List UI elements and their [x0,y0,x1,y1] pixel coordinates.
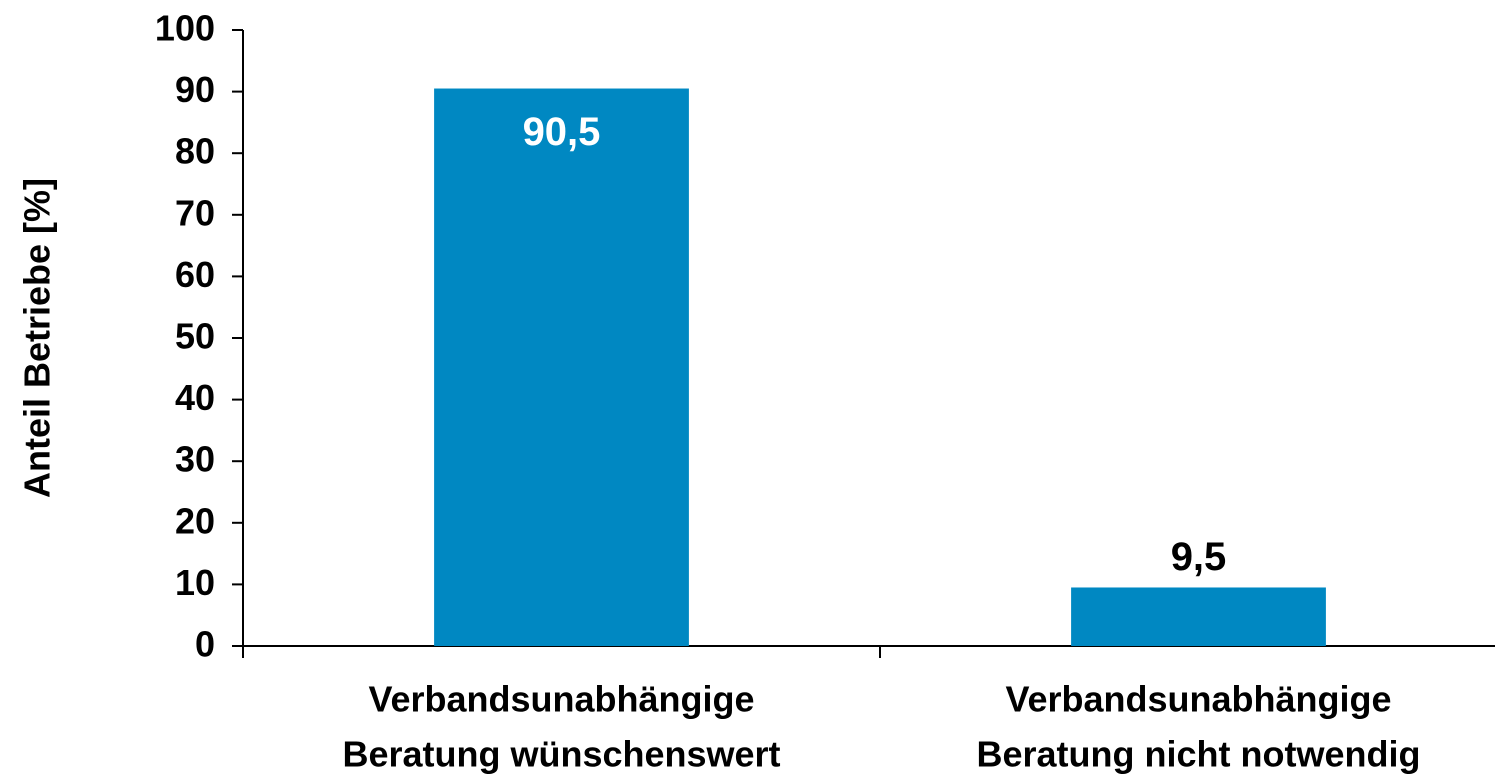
x-tick-label: Verbandsunabhängige [368,679,754,720]
y-tick-label: 70 [175,192,215,233]
x-tick-label: Verbandsunabhängige [1005,679,1391,720]
y-tick-label: 0 [195,624,215,665]
bar [434,88,689,646]
y-tick-label: 10 [175,562,215,603]
value-label: 9,5 [1171,535,1227,579]
x-tick-label: Beratung nicht notwendig [977,734,1421,775]
y-tick-label: 60 [175,254,215,295]
bar [1071,587,1326,646]
x-tick-label: Beratung wünschenswert [342,734,780,775]
y-tick-label: 30 [175,439,215,480]
y-tick-label: 90 [175,69,215,110]
y-axis-label: Anteil Betriebe [%] [17,178,58,498]
value-label: 90,5 [523,110,601,154]
y-tick-label: 100 [155,8,215,49]
y-tick-label: 40 [175,377,215,418]
y-tick-label: 50 [175,316,215,357]
y-tick-label: 80 [175,131,215,172]
y-tick-label: 20 [175,500,215,541]
